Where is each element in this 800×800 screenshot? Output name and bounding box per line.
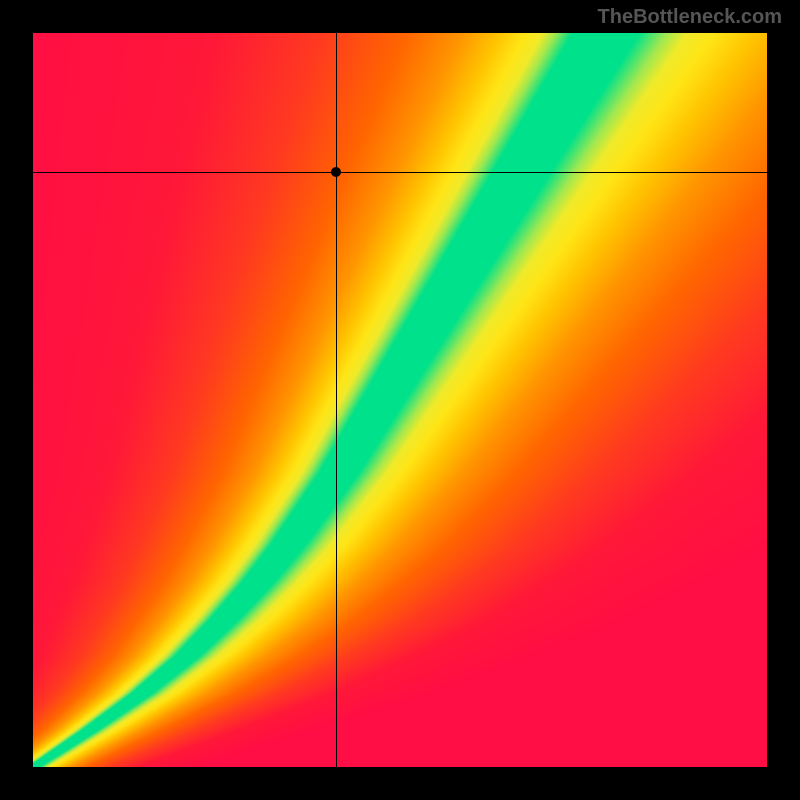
bottleneck-heatmap [33,33,767,767]
attribution-text: TheBottleneck.com [598,6,782,29]
crosshair-point [331,167,341,177]
crosshair-vertical-line [336,33,337,767]
heatmap-canvas [33,33,767,767]
crosshair-horizontal-line [33,172,767,173]
